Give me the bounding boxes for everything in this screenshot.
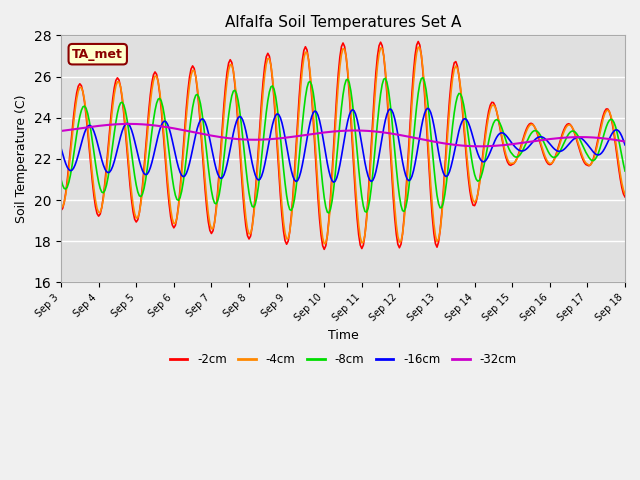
-32cm <box>164 124 172 130</box>
-2cm <box>556 141 563 147</box>
-4cm <box>380 53 388 59</box>
-8cm <box>73 132 81 137</box>
-32cm <box>380 130 388 135</box>
-32cm <box>412 135 419 141</box>
-2cm <box>414 38 422 44</box>
-4cm <box>73 96 81 102</box>
Line: -32cm: -32cm <box>61 124 625 146</box>
-4cm <box>321 241 328 247</box>
-4cm <box>162 157 170 163</box>
-16cm <box>424 106 431 111</box>
Line: -2cm: -2cm <box>61 41 625 249</box>
-4cm <box>57 204 65 210</box>
-32cm <box>126 121 134 127</box>
-32cm <box>621 139 629 144</box>
-8cm <box>325 210 333 216</box>
-32cm <box>57 128 65 134</box>
-16cm <box>162 119 170 125</box>
-32cm <box>476 144 483 149</box>
-2cm <box>73 90 81 96</box>
-32cm <box>399 132 406 138</box>
-2cm <box>57 207 65 213</box>
-16cm <box>330 180 337 185</box>
-4cm <box>414 44 422 50</box>
-16cm <box>57 145 65 151</box>
-8cm <box>556 150 563 156</box>
Line: -16cm: -16cm <box>61 108 625 182</box>
-8cm <box>419 75 427 81</box>
-2cm <box>380 53 388 59</box>
Title: Alfalfa Soil Temperatures Set A: Alfalfa Soil Temperatures Set A <box>225 15 461 30</box>
-2cm <box>162 166 170 171</box>
Y-axis label: Soil Temperature (C): Soil Temperature (C) <box>15 95 28 223</box>
-2cm <box>399 231 406 237</box>
-32cm <box>556 135 563 141</box>
Line: -8cm: -8cm <box>61 78 625 213</box>
-16cm <box>621 142 629 148</box>
X-axis label: Time: Time <box>328 329 358 342</box>
-16cm <box>399 159 406 165</box>
-32cm <box>73 126 81 132</box>
-2cm <box>621 194 629 200</box>
Line: -4cm: -4cm <box>61 47 625 244</box>
-8cm <box>399 208 406 214</box>
-8cm <box>162 124 170 130</box>
-16cm <box>73 157 81 163</box>
-16cm <box>412 161 419 167</box>
Legend: -2cm, -4cm, -8cm, -16cm, -32cm: -2cm, -4cm, -8cm, -16cm, -32cm <box>165 348 521 371</box>
-16cm <box>556 148 563 154</box>
Text: TA_met: TA_met <box>72 48 123 60</box>
-16cm <box>380 125 388 131</box>
-8cm <box>380 76 388 82</box>
-4cm <box>399 231 406 237</box>
-8cm <box>621 168 629 174</box>
-4cm <box>412 62 419 68</box>
-2cm <box>321 246 328 252</box>
-4cm <box>556 143 563 149</box>
-8cm <box>412 119 419 125</box>
-8cm <box>57 177 65 182</box>
-2cm <box>412 52 419 58</box>
-4cm <box>621 191 629 197</box>
